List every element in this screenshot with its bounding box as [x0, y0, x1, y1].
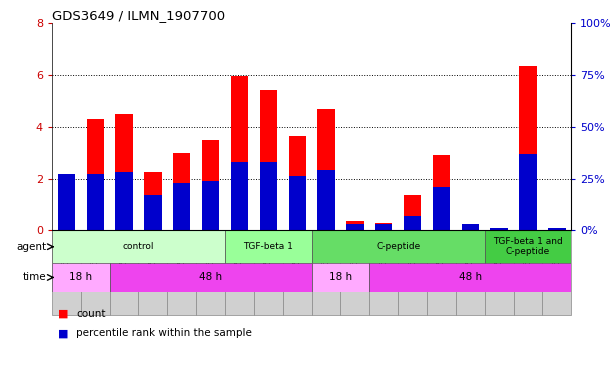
Bar [173, 183, 191, 230]
Text: agent: agent [16, 242, 47, 252]
Text: count: count [76, 309, 106, 319]
Bar [433, 187, 450, 230]
Bar [202, 180, 219, 230]
Bar [369, 263, 571, 292]
Bar [548, 229, 566, 230]
Bar [317, 109, 335, 230]
Text: TGF-beta 1 and
C-peptide: TGF-beta 1 and C-peptide [493, 237, 563, 257]
Text: time: time [23, 272, 47, 283]
Bar [231, 162, 248, 230]
Bar [288, 136, 306, 230]
Bar [519, 154, 536, 230]
Bar [139, 230, 167, 315]
Bar [144, 172, 161, 230]
Bar [462, 224, 479, 230]
Text: 48 h: 48 h [459, 272, 482, 283]
Bar [254, 230, 283, 315]
Text: C-peptide: C-peptide [376, 242, 420, 251]
Bar [173, 153, 191, 230]
Bar [519, 66, 536, 230]
Bar [485, 230, 514, 315]
Bar [346, 221, 364, 230]
Text: GDS3649 / ILMN_1907700: GDS3649 / ILMN_1907700 [52, 9, 225, 22]
Bar [115, 114, 133, 230]
Bar [312, 263, 369, 292]
Bar [404, 195, 421, 230]
Bar [312, 230, 485, 263]
Bar [52, 263, 109, 292]
Bar [52, 230, 225, 263]
Text: control: control [123, 242, 154, 251]
Bar [225, 230, 312, 263]
Text: ■: ■ [58, 328, 68, 338]
Bar [340, 230, 369, 315]
Bar [225, 230, 254, 315]
Text: 18 h: 18 h [329, 272, 352, 283]
Bar [485, 230, 571, 263]
Bar [57, 174, 75, 230]
Text: percentile rank within the sample: percentile rank within the sample [76, 328, 252, 338]
Bar [288, 177, 306, 230]
Bar [456, 230, 485, 315]
Bar [109, 230, 139, 315]
Bar [87, 174, 104, 230]
Bar [81, 230, 109, 315]
Bar [260, 91, 277, 230]
Bar [514, 230, 543, 315]
Bar [167, 230, 196, 315]
Bar [433, 155, 450, 230]
Bar [231, 76, 248, 230]
Bar [260, 162, 277, 230]
Bar [346, 224, 364, 230]
Text: 48 h: 48 h [199, 272, 222, 283]
Text: ■: ■ [58, 309, 68, 319]
Bar [196, 230, 225, 315]
Bar [375, 223, 392, 230]
Bar [52, 230, 81, 315]
Bar [491, 228, 508, 230]
Bar [115, 172, 133, 230]
Text: 18 h: 18 h [69, 272, 92, 283]
Bar [57, 212, 75, 230]
Bar [375, 224, 392, 230]
Bar [144, 195, 161, 230]
Bar [312, 230, 340, 315]
Bar [462, 227, 479, 230]
Bar [491, 229, 508, 230]
Bar [369, 230, 398, 315]
Bar [109, 263, 312, 292]
Bar [404, 216, 421, 230]
Bar [548, 228, 566, 230]
Bar [427, 230, 456, 315]
Bar [317, 170, 335, 230]
Text: TGF-beta 1: TGF-beta 1 [243, 242, 293, 251]
Bar [202, 140, 219, 230]
Bar [87, 119, 104, 230]
Bar [398, 230, 427, 315]
Bar [283, 230, 312, 315]
Bar [543, 230, 571, 315]
